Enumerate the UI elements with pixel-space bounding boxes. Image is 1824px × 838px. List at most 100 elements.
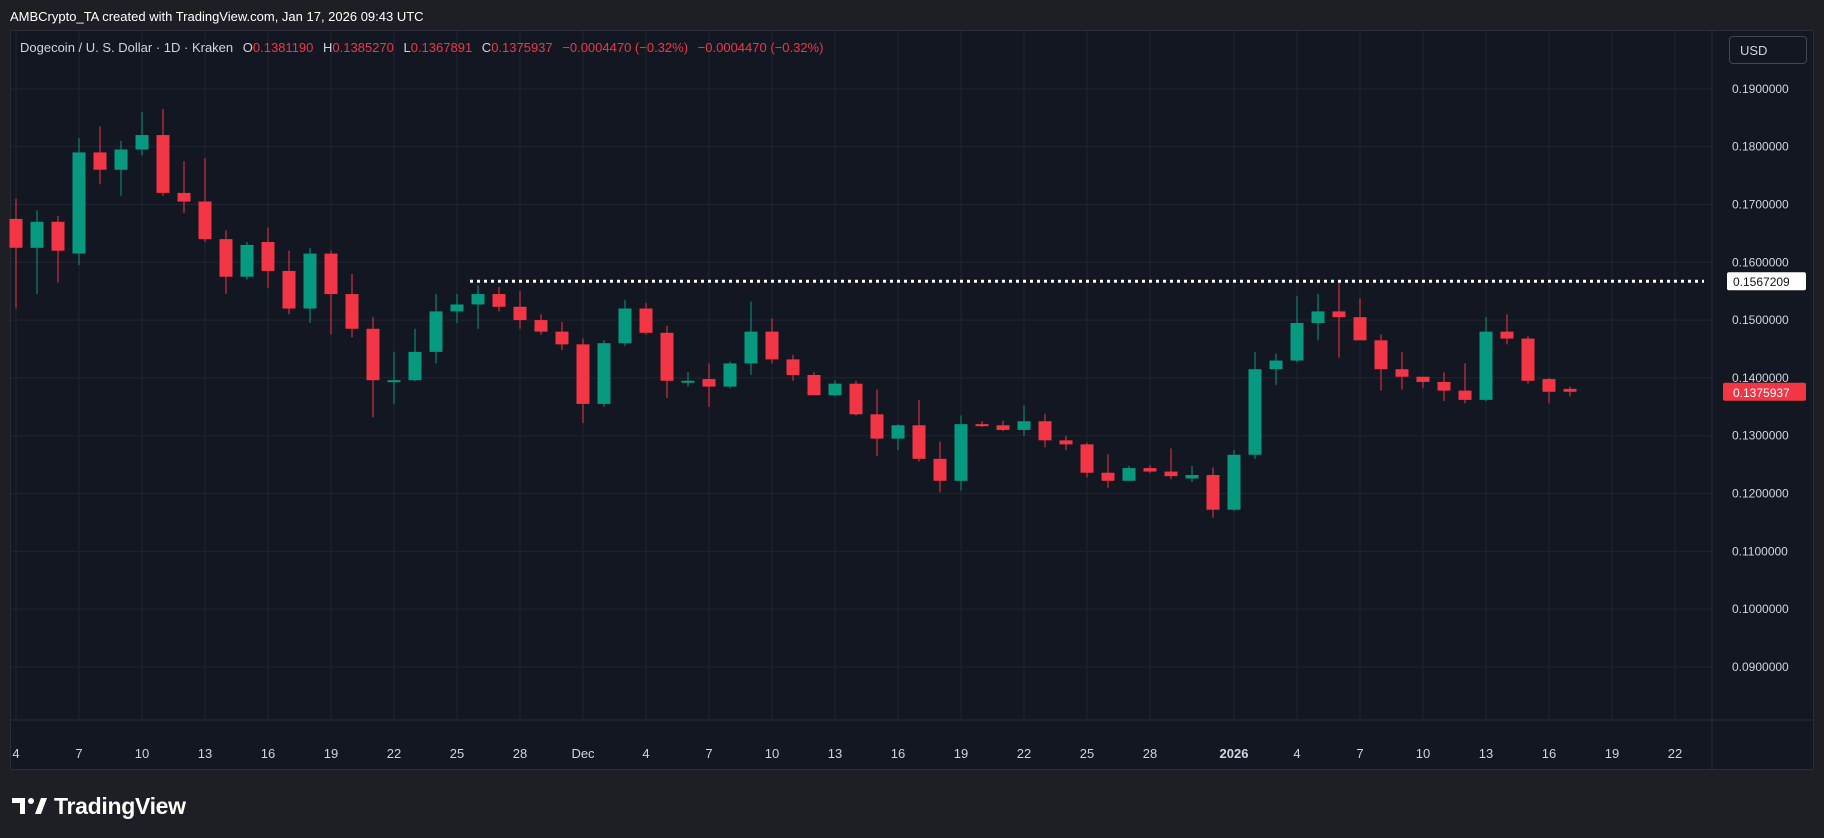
currency-button[interactable]: USD [1729, 36, 1807, 64]
candle-body-down [996, 425, 1010, 430]
candle-body-up [1185, 475, 1199, 479]
candle-body-up [1017, 421, 1031, 430]
change-value: −0.0004470 (−0.32%) [562, 40, 689, 55]
candle-body-up [1311, 311, 1325, 323]
candle-body-down [261, 242, 275, 271]
price-tick-label: 0.1400000 [1732, 371, 1789, 385]
candle-body-up [618, 308, 632, 344]
chart-pane[interactable] [10, 30, 1814, 770]
time-tick-label: 19 [324, 746, 338, 761]
chart-attribution: AMBCrypto_TA created with TradingView.co… [10, 9, 424, 24]
time-tick-label: 16 [261, 746, 275, 761]
candle-body-up [387, 380, 401, 383]
time-tick-label: 22 [387, 746, 401, 761]
time-tick-label: 2026 [1220, 746, 1249, 761]
tradingview-wordmark: TradingView [54, 792, 186, 819]
candle-body-down [1500, 331, 1514, 339]
open-label: O [242, 40, 253, 55]
candle-body-down [555, 331, 569, 345]
candle-body-up [1122, 468, 1136, 481]
candle-body-down [1038, 421, 1052, 441]
low-value: 0.1367891 [410, 40, 473, 55]
time-tick-label: 16 [891, 746, 905, 761]
last-price-label: 0.1375937 [1733, 386, 1790, 400]
candle-body-up [954, 424, 968, 481]
close-value: 0.1375937 [491, 40, 553, 55]
candle-body-down [51, 221, 65, 251]
candle-body-up [1269, 360, 1283, 370]
candle-body-down [933, 458, 947, 481]
candle-body-down [1080, 444, 1094, 473]
candle-body-down [93, 152, 107, 170]
candle-body-down [366, 328, 380, 381]
time-tick-label: 13 [198, 746, 212, 761]
level-price-label: 0.1567209 [1733, 275, 1790, 289]
candle-body-down [513, 306, 527, 321]
header-bar: AMBCrypto_TA created with TradingView.co… [0, 0, 1824, 30]
level-price-tag [1727, 272, 1806, 291]
candle-body-down [1458, 390, 1472, 400]
candle-body-down [1521, 338, 1535, 381]
price-tick-label: 0.1600000 [1732, 255, 1789, 269]
candle-body-down [534, 320, 548, 332]
time-tick-label: 22 [1668, 746, 1682, 761]
price-tick-label: 0.1900000 [1732, 82, 1789, 96]
candle-body-down [1164, 471, 1178, 477]
candle-body-up [1290, 322, 1304, 361]
time-tick-label: 16 [1542, 746, 1556, 761]
candle-body-down [1332, 311, 1346, 318]
candle-body-up [681, 380, 695, 383]
candle-body-down [177, 192, 191, 202]
open-value: 0.1381190 [252, 40, 314, 55]
candle-body-down [807, 375, 821, 396]
time-tick-label: 13 [1479, 746, 1493, 761]
time-tick-label: 7 [75, 746, 82, 761]
candle-body-up [828, 383, 842, 396]
candle-body-down [219, 239, 233, 277]
candle-body-up [135, 135, 149, 150]
candle-body-up [408, 351, 422, 381]
price-tick-label: 0.1300000 [1732, 429, 1789, 443]
tradingview-branding[interactable]: TradingView [12, 792, 186, 820]
time-tick-label: 19 [1605, 746, 1619, 761]
price-tick-label: 0.1200000 [1732, 487, 1789, 501]
candle-body-down [870, 414, 884, 439]
price-tick-label: 0.1800000 [1732, 140, 1789, 154]
candle-body-up [240, 244, 254, 277]
time-tick-label: 7 [1356, 746, 1363, 761]
candle-body-down [1437, 381, 1451, 391]
candle-body-up [744, 331, 758, 364]
last-price-tag [1723, 382, 1806, 401]
candle-body-down [1143, 468, 1157, 472]
price-tick-label: 0.1000000 [1732, 602, 1789, 616]
tradingview-logo-icon [12, 798, 47, 814]
candle-body-up [30, 221, 44, 248]
time-tick-label: 22 [1017, 746, 1031, 761]
time-tick-label: 25 [450, 746, 464, 761]
candle-body-down [156, 135, 170, 193]
candle-body-down [639, 308, 653, 333]
candle-body-down [198, 201, 212, 240]
candle-body-down [9, 218, 23, 248]
price-tick-label: 0.1100000 [1732, 544, 1788, 558]
candle-body-down [975, 424, 989, 427]
time-tick-label: 4 [1293, 746, 1300, 761]
candle-body-down [1206, 475, 1220, 510]
low-label: L [403, 40, 411, 55]
candle-body-down [786, 359, 800, 375]
candle-body-down [576, 344, 590, 404]
time-tick-label: Dec [571, 746, 595, 761]
price-tick-label: 0.1500000 [1732, 313, 1789, 327]
time-tick-label: 25 [1080, 746, 1094, 761]
candle-body-up [429, 311, 443, 352]
candle-body-up [597, 343, 611, 404]
candle-body-up [1227, 454, 1241, 510]
candle-body-down [702, 379, 716, 387]
symbol-title[interactable]: Dogecoin / U. S. Dollar · 1D · Kraken [20, 40, 234, 55]
candle-body-down [282, 270, 296, 309]
candle-body-down [1395, 369, 1409, 377]
candle-body-down [1374, 340, 1388, 370]
time-tick-label: 10 [135, 746, 149, 761]
time-tick-label: 28 [1143, 746, 1157, 761]
